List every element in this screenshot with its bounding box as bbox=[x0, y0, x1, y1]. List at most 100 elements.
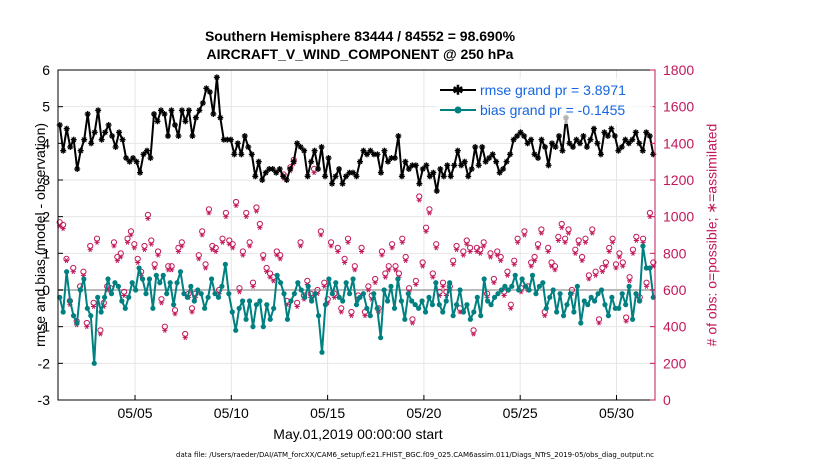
bias-data-point bbox=[233, 327, 239, 333]
rmse-data-point bbox=[608, 125, 615, 132]
bias-data-point bbox=[592, 298, 598, 304]
bias-data-point bbox=[419, 298, 425, 304]
possible-obs-marker bbox=[609, 235, 616, 242]
bias-data-point bbox=[519, 276, 525, 282]
rmse-data-point bbox=[503, 158, 510, 165]
rmse-data-point bbox=[367, 147, 374, 154]
possible-obs-marker bbox=[490, 275, 497, 283]
bias-data-point bbox=[402, 316, 408, 322]
legend-rmse-marker: ✱ bbox=[453, 83, 464, 98]
bias-data-point bbox=[367, 313, 373, 319]
bias-data-point bbox=[464, 302, 470, 308]
assimilated-obs-marker bbox=[555, 237, 561, 244]
bias-data-point bbox=[215, 294, 222, 300]
possible-obs-marker bbox=[511, 257, 518, 264]
rmse-data-point bbox=[514, 133, 521, 139]
rmse-data-point bbox=[433, 188, 440, 194]
possible-obs-marker bbox=[178, 239, 185, 246]
possible-obs-marker bbox=[548, 259, 555, 266]
y-axis-label-left: rmse and bias (model - observation) bbox=[32, 122, 48, 348]
rmse-data-point bbox=[500, 166, 507, 172]
rmse-data-point bbox=[398, 173, 405, 180]
possible-obs-marker bbox=[131, 241, 138, 248]
rmse-data-point bbox=[175, 133, 182, 139]
rmse-data-point bbox=[538, 136, 545, 143]
rmse-data-point bbox=[294, 140, 301, 147]
possible-obs-marker bbox=[378, 248, 386, 255]
possible-obs-marker bbox=[494, 248, 501, 255]
bias-data-point bbox=[171, 302, 177, 308]
bias-data-point bbox=[340, 298, 346, 304]
assimilated-obs-marker bbox=[423, 228, 429, 234]
rmse-data-point bbox=[241, 133, 248, 139]
rmse-data-point bbox=[206, 89, 213, 95]
bias-data-point bbox=[264, 302, 270, 308]
rmse-data-point bbox=[339, 180, 346, 187]
bias-data-point bbox=[505, 287, 511, 293]
bias-data-point bbox=[560, 313, 567, 319]
rmse-data-point bbox=[255, 158, 262, 165]
rmse-data-point bbox=[531, 151, 538, 158]
rmse-data-point bbox=[182, 118, 189, 125]
possible-obs-marker bbox=[562, 235, 569, 242]
rmse-data-point bbox=[315, 166, 322, 172]
bias-data-point bbox=[119, 298, 125, 304]
rmse-data-point bbox=[440, 173, 447, 180]
chart-title: Southern Hemisphere 83444 / 84552 = 98.6… bbox=[204, 28, 516, 44]
rmse-data-point bbox=[119, 136, 126, 143]
bias-data-point bbox=[450, 313, 456, 319]
possible-obs-marker bbox=[165, 263, 172, 270]
possible-obs-marker bbox=[589, 226, 596, 233]
rmse-data-point bbox=[81, 136, 88, 143]
bias-data-point bbox=[98, 309, 104, 315]
bias-data-point bbox=[240, 298, 246, 304]
rmse-data-point bbox=[280, 173, 287, 180]
possible-obs-marker bbox=[351, 263, 358, 270]
bias-data-point bbox=[371, 291, 377, 297]
possible-obs-marker bbox=[643, 279, 650, 286]
assimilated-obs-marker bbox=[498, 258, 504, 264]
rmse-data-point bbox=[290, 158, 297, 165]
bias-data-point bbox=[381, 287, 387, 293]
bias-data-point bbox=[105, 276, 111, 282]
rmse-data-point bbox=[70, 136, 77, 143]
possible-obs-marker bbox=[395, 270, 403, 277]
possible-obs-marker bbox=[460, 248, 467, 255]
possible-obs-marker bbox=[226, 237, 233, 244]
rmse-data-point bbox=[524, 140, 531, 147]
possible-obs-marker bbox=[572, 246, 579, 253]
rmse-data-point bbox=[91, 129, 98, 136]
assimilated-obs-marker bbox=[589, 230, 595, 236]
assimilated-obs-marker bbox=[430, 274, 436, 280]
bias-data-point bbox=[295, 280, 301, 286]
bias-data-point bbox=[257, 298, 263, 304]
rmse-data-point bbox=[273, 169, 280, 176]
rmse-data-point bbox=[269, 166, 276, 172]
rmse-data-point bbox=[203, 85, 210, 92]
bias-data-point bbox=[364, 305, 370, 311]
assimilated-obs-marker bbox=[294, 303, 300, 310]
bias-data-point bbox=[88, 313, 94, 319]
bias-data-point bbox=[167, 280, 173, 286]
bias-data-point bbox=[581, 298, 587, 304]
assimilated-obs-marker bbox=[623, 318, 629, 324]
rmse-data-point bbox=[283, 177, 290, 183]
data-file-footnote: data file: /Users/raeder/DAI/ATM_forcXX/… bbox=[176, 451, 654, 459]
possible-obs-marker bbox=[154, 248, 162, 255]
rmse-data-point bbox=[545, 162, 552, 169]
rmse-data-point bbox=[594, 140, 601, 147]
possible-obs-marker bbox=[531, 253, 538, 261]
possible-obs-marker bbox=[168, 263, 175, 270]
assimilated-obs-marker bbox=[124, 239, 131, 245]
rmse-data-point bbox=[112, 144, 119, 150]
assimilated-obs-marker bbox=[70, 269, 76, 275]
assimilated-obs-marker bbox=[236, 289, 243, 295]
possible-obs-marker bbox=[595, 316, 603, 323]
bias-data-point bbox=[181, 291, 187, 297]
rmse-data-point bbox=[105, 122, 112, 128]
rmse-data-point bbox=[384, 158, 391, 165]
possible-obs-marker bbox=[619, 259, 626, 266]
possible-obs-marker bbox=[256, 220, 263, 228]
possible-obs-marker bbox=[504, 268, 511, 275]
rmse-data-point bbox=[238, 151, 245, 158]
